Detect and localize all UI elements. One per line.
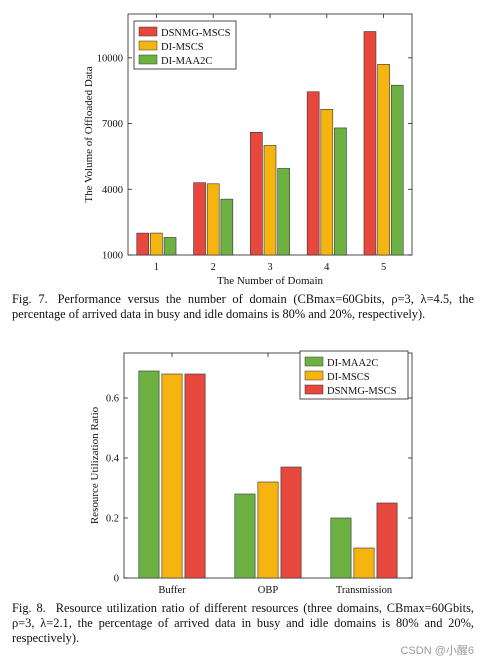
x-tick-label: 4 xyxy=(324,262,330,273)
bar-dsnmg-mscs xyxy=(306,91,320,256)
fig8-caption-label: Fig. 8. xyxy=(12,601,46,615)
bar-di-maa2c xyxy=(390,84,404,256)
y-axis-label: Resource Utilization Ratio xyxy=(89,406,101,524)
bar-di-maa2c xyxy=(220,198,234,256)
fig8-chart: 0 0.2 0.4 0.6 Buffer OBP Transmission Resource … xyxy=(89,350,413,596)
bar-di-mscs xyxy=(257,481,279,579)
bar-dsnmg-mscs xyxy=(250,132,263,256)
bar-dsnmg-mscs xyxy=(136,232,150,256)
bar-dsnmg-mscs xyxy=(376,502,398,579)
x-tick-label: 5 xyxy=(381,262,386,273)
bar-dsnmg-mscs xyxy=(184,373,206,579)
y-tick-label: 0.6 xyxy=(106,394,119,405)
bar-dsnmg-mscs xyxy=(280,466,302,579)
legend-label: DI-MAA2C xyxy=(327,358,378,369)
bar-di-mscs xyxy=(150,232,163,256)
y-tick-label: 10000 xyxy=(97,53,123,64)
y-tick-label: 4000 xyxy=(102,185,123,196)
x-tick-label: Transmission xyxy=(336,585,393,596)
bar-di-mscs xyxy=(377,64,390,256)
y-tick-label: 7000 xyxy=(102,119,123,130)
x-tick-label: 3 xyxy=(267,262,272,273)
fig7-caption-text: Performance versus the number of domain … xyxy=(12,292,474,321)
x-tick-label: 1 xyxy=(154,262,159,273)
fig7-caption-label: Fig. 7. xyxy=(12,292,48,306)
fig8-caption-text: Resource utilization ratio of different … xyxy=(12,601,474,645)
bar-di-maa2c xyxy=(334,127,347,256)
y-tick-label: 0 xyxy=(114,574,119,585)
bar-di-mscs xyxy=(263,145,277,256)
legend-label: DI-MSCS xyxy=(161,42,204,53)
y-tick-label: 0.2 xyxy=(106,514,119,525)
bar-di-mscs xyxy=(320,109,334,256)
x-tick-label: OBP xyxy=(258,585,279,596)
bar-di-maa2c xyxy=(138,370,160,579)
legend-swatch xyxy=(138,54,158,65)
legend-swatch xyxy=(138,40,158,51)
bar-di-mscs xyxy=(161,373,183,579)
fig7-chart: 1000 4000 7000 10000 1 2 3 4 5 The Number of Doma… xyxy=(83,13,413,287)
x-axis-label: The Number of Domain xyxy=(217,275,323,287)
legend-swatch xyxy=(138,26,158,37)
x-tick-label: Buffer xyxy=(158,585,186,596)
legend-label: DI-MSCS xyxy=(327,372,370,383)
legend-label: DSNMG-MSCS xyxy=(327,386,397,397)
bar-di-maa2c xyxy=(330,517,352,579)
bar-di-maa2c xyxy=(277,168,290,256)
legend-swatch xyxy=(304,384,324,395)
fig8-caption: Fig. 8. Resource utilization ratio of dif… xyxy=(12,601,474,645)
bar-dsnmg-mscs xyxy=(363,31,377,256)
legend-label: DSNMG-MSCS xyxy=(161,28,231,39)
fig7-caption: Fig. 7. Performance versus the number of … xyxy=(12,292,474,322)
x-tick-label: 2 xyxy=(211,262,216,273)
bar-di-mscs xyxy=(206,183,220,256)
y-tick-label: 0.4 xyxy=(106,454,120,465)
y-axis-label: The Volume of Offloaded Data xyxy=(83,66,95,202)
bar-dsnmg-mscs xyxy=(193,182,206,256)
legend-swatch xyxy=(304,356,324,367)
legend-swatch xyxy=(304,370,324,381)
y-tick-label: 1000 xyxy=(102,251,123,262)
watermark: CSDN @小醒6 xyxy=(400,645,474,657)
bar-di-maa2c xyxy=(163,237,177,256)
legend-label: DI-MAA2C xyxy=(161,56,212,67)
bar-di-maa2c xyxy=(234,493,256,579)
bar-di-mscs xyxy=(353,547,375,579)
